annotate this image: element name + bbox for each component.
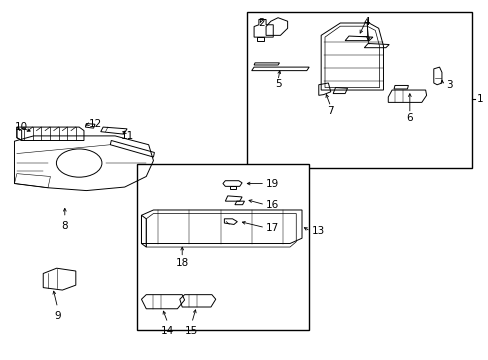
Text: 10: 10 <box>15 122 27 132</box>
Bar <box>246 13 471 168</box>
Text: 1: 1 <box>476 94 483 104</box>
Bar <box>137 164 308 330</box>
Text: 9: 9 <box>54 311 61 320</box>
Text: 11: 11 <box>120 131 133 141</box>
Text: 6: 6 <box>406 113 412 123</box>
Text: 16: 16 <box>265 200 279 210</box>
Text: 4: 4 <box>363 17 369 27</box>
Text: 3: 3 <box>445 80 451 90</box>
Text: 15: 15 <box>185 326 198 336</box>
Text: 2: 2 <box>258 18 264 28</box>
Text: 13: 13 <box>311 226 324 236</box>
Text: 7: 7 <box>327 106 333 116</box>
Text: 14: 14 <box>161 326 174 336</box>
Text: 19: 19 <box>265 179 279 189</box>
Text: 8: 8 <box>61 221 68 230</box>
Text: 17: 17 <box>265 222 279 233</box>
Text: 5: 5 <box>274 80 281 89</box>
Text: 12: 12 <box>89 118 102 129</box>
Text: 18: 18 <box>175 258 188 267</box>
